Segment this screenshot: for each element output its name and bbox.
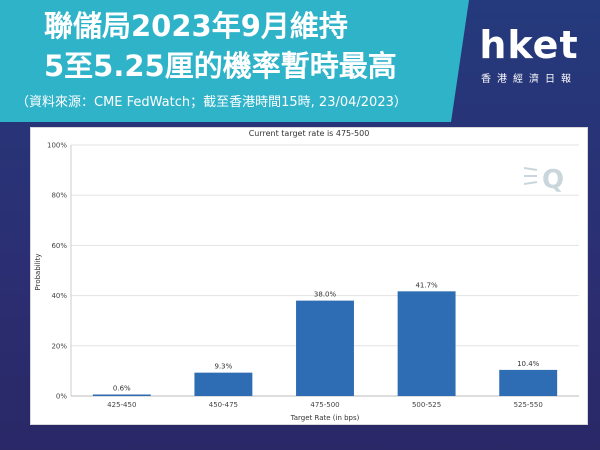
bar-value-label: 10.4% bbox=[517, 360, 540, 368]
x-axis-label: Target Rate (in bps) bbox=[290, 414, 360, 422]
bars: 0.6% 9.3% 38.0% 41.7% 10.4% bbox=[92, 281, 558, 396]
x-tick-label: 500-525 bbox=[412, 401, 441, 409]
headline-banner-notch bbox=[451, 0, 469, 122]
source-note: （資料來源：CME FedWatch；截至香港時間15時, 23/04/2023… bbox=[16, 95, 407, 110]
logo-wordmark: hket bbox=[479, 23, 579, 67]
y-tick-label: 60% bbox=[51, 242, 67, 250]
bar bbox=[92, 394, 151, 396]
watermark-q: Q bbox=[542, 165, 564, 195]
headline-banner bbox=[0, 0, 451, 122]
watermark-stroke-1 bbox=[523, 167, 538, 171]
bar bbox=[194, 372, 253, 396]
x-tick-label: 525-550 bbox=[514, 401, 543, 409]
x-tick-label: 425-450 bbox=[107, 401, 136, 409]
headline-line-1: 聯儲局2023年9月維持 bbox=[44, 9, 348, 43]
bar-value-label: 0.6% bbox=[113, 384, 131, 392]
x-tick-label: 475-500 bbox=[310, 401, 339, 409]
bar-value-label: 9.3% bbox=[215, 363, 233, 371]
headline: 聯儲局2023年9月維持 5至5.25厘的機率暫時最高 bbox=[44, 6, 444, 86]
x-tick-labels: 425-450 450-475 475-500 500-525 525-550 bbox=[107, 401, 543, 409]
y-tick-label: 0% bbox=[56, 393, 67, 401]
bar-chart: Current target rate is 475-500 Q 0% 20% 40… bbox=[34, 129, 579, 422]
watermark-stroke-3 bbox=[523, 181, 538, 185]
bar bbox=[397, 291, 456, 396]
bar bbox=[499, 369, 558, 396]
y-tick-label: 40% bbox=[51, 292, 67, 300]
y-tick-labels: 0% 20% 40% 60% 80% 100% bbox=[47, 142, 67, 401]
logo-subtitle: 香港經濟日報 bbox=[481, 74, 577, 85]
bar-value-label: 41.7% bbox=[415, 281, 438, 289]
bar bbox=[296, 300, 354, 396]
hket-logo: hket 香港經濟日報 bbox=[474, 22, 584, 92]
y-tick-label: 100% bbox=[47, 142, 67, 150]
chart-panel: Current target rate is 475-500 Q 0% 20% 40… bbox=[30, 127, 588, 425]
headline-line-2: 5至5.25厘的機率暫時最高 bbox=[44, 49, 397, 83]
x-tick-label: 450-475 bbox=[209, 401, 238, 409]
y-tick-label: 20% bbox=[51, 342, 67, 350]
chart-title: Current target rate is 475-500 bbox=[249, 129, 370, 138]
watermark-q-logo: Q bbox=[523, 165, 564, 195]
y-tick-label: 80% bbox=[51, 192, 67, 200]
bar-value-label: 38.0% bbox=[314, 291, 337, 299]
y-axis-label: Probability bbox=[34, 253, 42, 290]
